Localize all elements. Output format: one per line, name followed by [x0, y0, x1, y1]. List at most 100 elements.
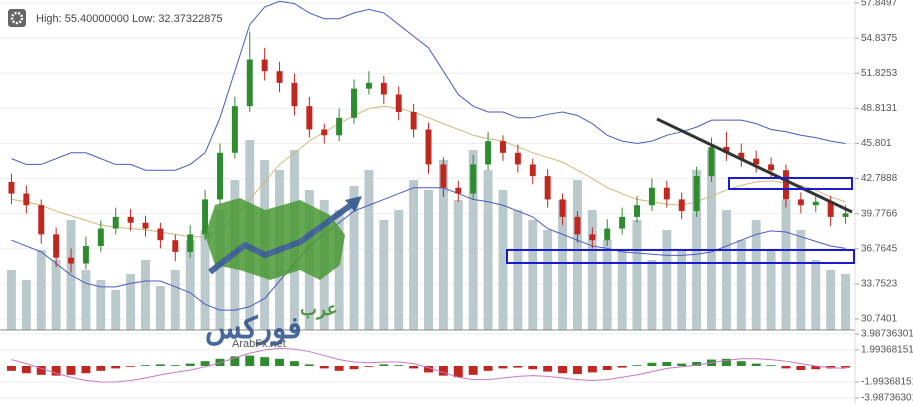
- macd-bar: [6, 366, 16, 371]
- watermark-map: [205, 198, 345, 280]
- candle-body: [693, 176, 700, 212]
- volume-bar: [170, 270, 180, 330]
- candle-body: [768, 164, 775, 171]
- candle-body: [529, 164, 536, 177]
- volume-bar: [826, 270, 836, 330]
- macd-bar: [438, 366, 448, 376]
- macd-bar: [587, 366, 597, 373]
- macd-bar: [334, 366, 344, 371]
- y-tick-label: 51.8253: [861, 68, 898, 79]
- macd-bar: [126, 366, 136, 367]
- candle-body: [306, 106, 313, 130]
- volume-bar: [141, 260, 150, 330]
- macd-bar: [51, 366, 61, 376]
- candle-body: [38, 205, 45, 235]
- macd-bar: [424, 366, 433, 373]
- candle-body: [53, 234, 60, 258]
- volume-bar: [707, 150, 716, 330]
- bollinger-middle: [11, 105, 846, 238]
- watermark-arrow: [208, 199, 357, 275]
- volume-bar: [721, 210, 731, 330]
- macd-bar: [736, 361, 746, 366]
- macd-bar: [528, 366, 538, 370]
- volume-bar: [379, 220, 389, 330]
- volume-bar: [155, 286, 165, 330]
- candle-body: [485, 141, 492, 165]
- macd-bar: [66, 366, 76, 375]
- y-tick-label: 3.98736301: [861, 329, 913, 340]
- candle-body: [708, 146, 715, 177]
- volume-bar: [6, 270, 16, 330]
- macd-bar: [289, 361, 299, 366]
- volume-bar: [81, 270, 91, 330]
- candle-body: [589, 234, 596, 241]
- macd-bar: [602, 366, 612, 371]
- candle-body: [559, 199, 566, 217]
- macd-bar: [498, 366, 508, 369]
- macd-bar: [572, 366, 582, 375]
- volume-bar: [647, 260, 657, 330]
- candle-body: [276, 71, 283, 83]
- y-tick-label: 57.8497: [861, 0, 898, 9]
- volume-bar: [513, 210, 523, 330]
- trend-line: [656, 117, 853, 214]
- volume-bar: [96, 280, 106, 330]
- volume-bar: [796, 230, 806, 330]
- macd-bar: [185, 363, 195, 366]
- volume-bar: [409, 180, 419, 330]
- candle-body: [797, 199, 804, 206]
- macd-bar: [245, 355, 255, 366]
- candle-body: [723, 146, 730, 153]
- candle-body: [172, 240, 179, 252]
- macd-bar: [141, 365, 150, 366]
- candle-body: [380, 82, 387, 95]
- volume-bar: [617, 250, 627, 330]
- volume-bar: [334, 210, 344, 330]
- volume-bar: [602, 240, 612, 330]
- candle-body: [336, 117, 343, 136]
- candle-body: [321, 129, 328, 136]
- candle-body: [157, 228, 164, 241]
- volume-bar: [677, 250, 687, 330]
- candle-body: [470, 164, 477, 194]
- volume-bar: [424, 190, 433, 330]
- volume-bar: [558, 200, 568, 330]
- candle-body: [261, 59, 268, 72]
- candle-body: [82, 246, 89, 264]
- macd-bar: [543, 366, 553, 372]
- candle-body: [425, 129, 432, 165]
- volume-bar: [215, 210, 225, 330]
- candle-body: [68, 257, 75, 264]
- macd-bar: [558, 366, 568, 374]
- macd-bar: [468, 366, 478, 375]
- candle-body: [187, 234, 194, 252]
- macd-bar: [617, 366, 627, 368]
- macd-bar: [662, 361, 672, 366]
- macd-bar: [766, 365, 776, 366]
- macd-bar: [721, 358, 731, 366]
- volume-bar: [572, 180, 582, 330]
- macd-bar: [483, 366, 493, 371]
- settings-button[interactable]: [8, 9, 26, 27]
- macd-bar: [394, 365, 404, 366]
- support-box: [506, 249, 855, 264]
- candle-body: [604, 228, 611, 241]
- candle-body: [678, 199, 685, 212]
- candle-body: [97, 228, 104, 247]
- y-tick-label: 33.7523: [861, 279, 898, 290]
- volume-bar: [36, 250, 46, 330]
- volume-bar: [751, 220, 761, 330]
- volume-bar: [498, 190, 508, 330]
- resistance-box: [728, 177, 853, 190]
- y-tick-label: 54.8375: [861, 33, 898, 44]
- watermark-arrowhead: [345, 196, 362, 212]
- candle-body: [619, 216, 626, 229]
- watermark-arabic-main: فوركس: [205, 312, 302, 346]
- candle-body: [455, 187, 462, 194]
- candle-body: [782, 170, 789, 200]
- watermark-arabic-top: عرب: [300, 299, 338, 320]
- macd-bar: [200, 361, 210, 366]
- volume-bar: [587, 210, 597, 330]
- macd-bar: [36, 366, 46, 375]
- volume-bar: [528, 220, 538, 330]
